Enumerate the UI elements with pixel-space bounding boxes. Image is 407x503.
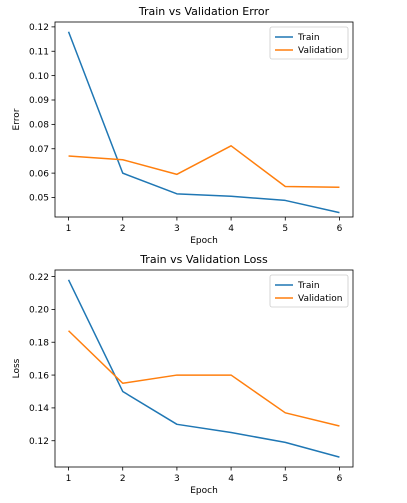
y-tick-label: 0.05 bbox=[29, 194, 49, 204]
x-tick-label: 1 bbox=[66, 474, 72, 484]
x-axis-label: Epoch bbox=[190, 486, 218, 496]
y-axis-label: Loss bbox=[12, 358, 22, 378]
y-tick-label: 0.18 bbox=[29, 338, 49, 348]
y-tick-label: 0.09 bbox=[29, 96, 49, 106]
x-tick-label: 6 bbox=[337, 224, 343, 234]
plot-frame bbox=[54, 21, 354, 218]
legend-label-train: Train bbox=[297, 33, 320, 43]
x-tick-label: 3 bbox=[174, 474, 180, 484]
x-tick-label: 5 bbox=[282, 224, 288, 234]
legend-box bbox=[269, 274, 349, 308]
chart-title: Train vs Validation Error bbox=[138, 5, 270, 18]
series-line-validation bbox=[68, 145, 340, 189]
x-tick-label: 6 bbox=[337, 474, 343, 484]
plot-frame bbox=[54, 269, 354, 468]
legend: Train Validation bbox=[269, 26, 349, 60]
x-tick-label: 1 bbox=[66, 224, 72, 234]
legend: Train Validation bbox=[269, 274, 349, 308]
series-line-validation bbox=[68, 330, 340, 427]
x-tick-label: 2 bbox=[120, 474, 126, 484]
x-axis-label: Epoch bbox=[190, 236, 218, 246]
y-tick-label: 0.22 bbox=[29, 273, 49, 283]
legend-label-validation: Validation bbox=[298, 294, 342, 304]
y-tick-label: 0.16 bbox=[29, 371, 49, 381]
series-line-train bbox=[67, 279, 340, 458]
legend-box bbox=[269, 26, 349, 60]
series-line-train bbox=[67, 31, 340, 214]
legend-label-validation: Validation bbox=[298, 46, 342, 56]
y-tick-label: 0.11 bbox=[29, 47, 49, 57]
y-tick-label: 0.06 bbox=[29, 169, 49, 179]
y-tick-label: 0.07 bbox=[29, 145, 49, 155]
x-tick-label: 2 bbox=[120, 224, 126, 234]
y-axis-label: Error bbox=[12, 108, 22, 130]
y-tick-label: 0.12 bbox=[29, 23, 49, 33]
legend-label-train: Train bbox=[297, 281, 320, 291]
y-tick-label: 0.20 bbox=[29, 306, 49, 316]
x-tick-label: 4 bbox=[228, 474, 234, 484]
error-chart: Train vs Validation Error 1 2 3 4 5 6 0.05 0.06 0… bbox=[12, 5, 354, 246]
y-tick-label: 0.12 bbox=[29, 437, 49, 447]
x-tick-label: 3 bbox=[174, 224, 180, 234]
chart-title: Train vs Validation Loss bbox=[139, 253, 268, 266]
y-tick-label: 0.14 bbox=[29, 404, 49, 414]
x-tick-label: 4 bbox=[228, 224, 234, 234]
loss-chart: Train vs Validation Loss 1 2 3 4 5 6 0.12 0.14 0.… bbox=[12, 253, 354, 496]
y-tick-label: 0.10 bbox=[29, 72, 49, 82]
x-tick-label: 5 bbox=[282, 474, 288, 484]
y-tick-label: 0.08 bbox=[29, 121, 49, 131]
